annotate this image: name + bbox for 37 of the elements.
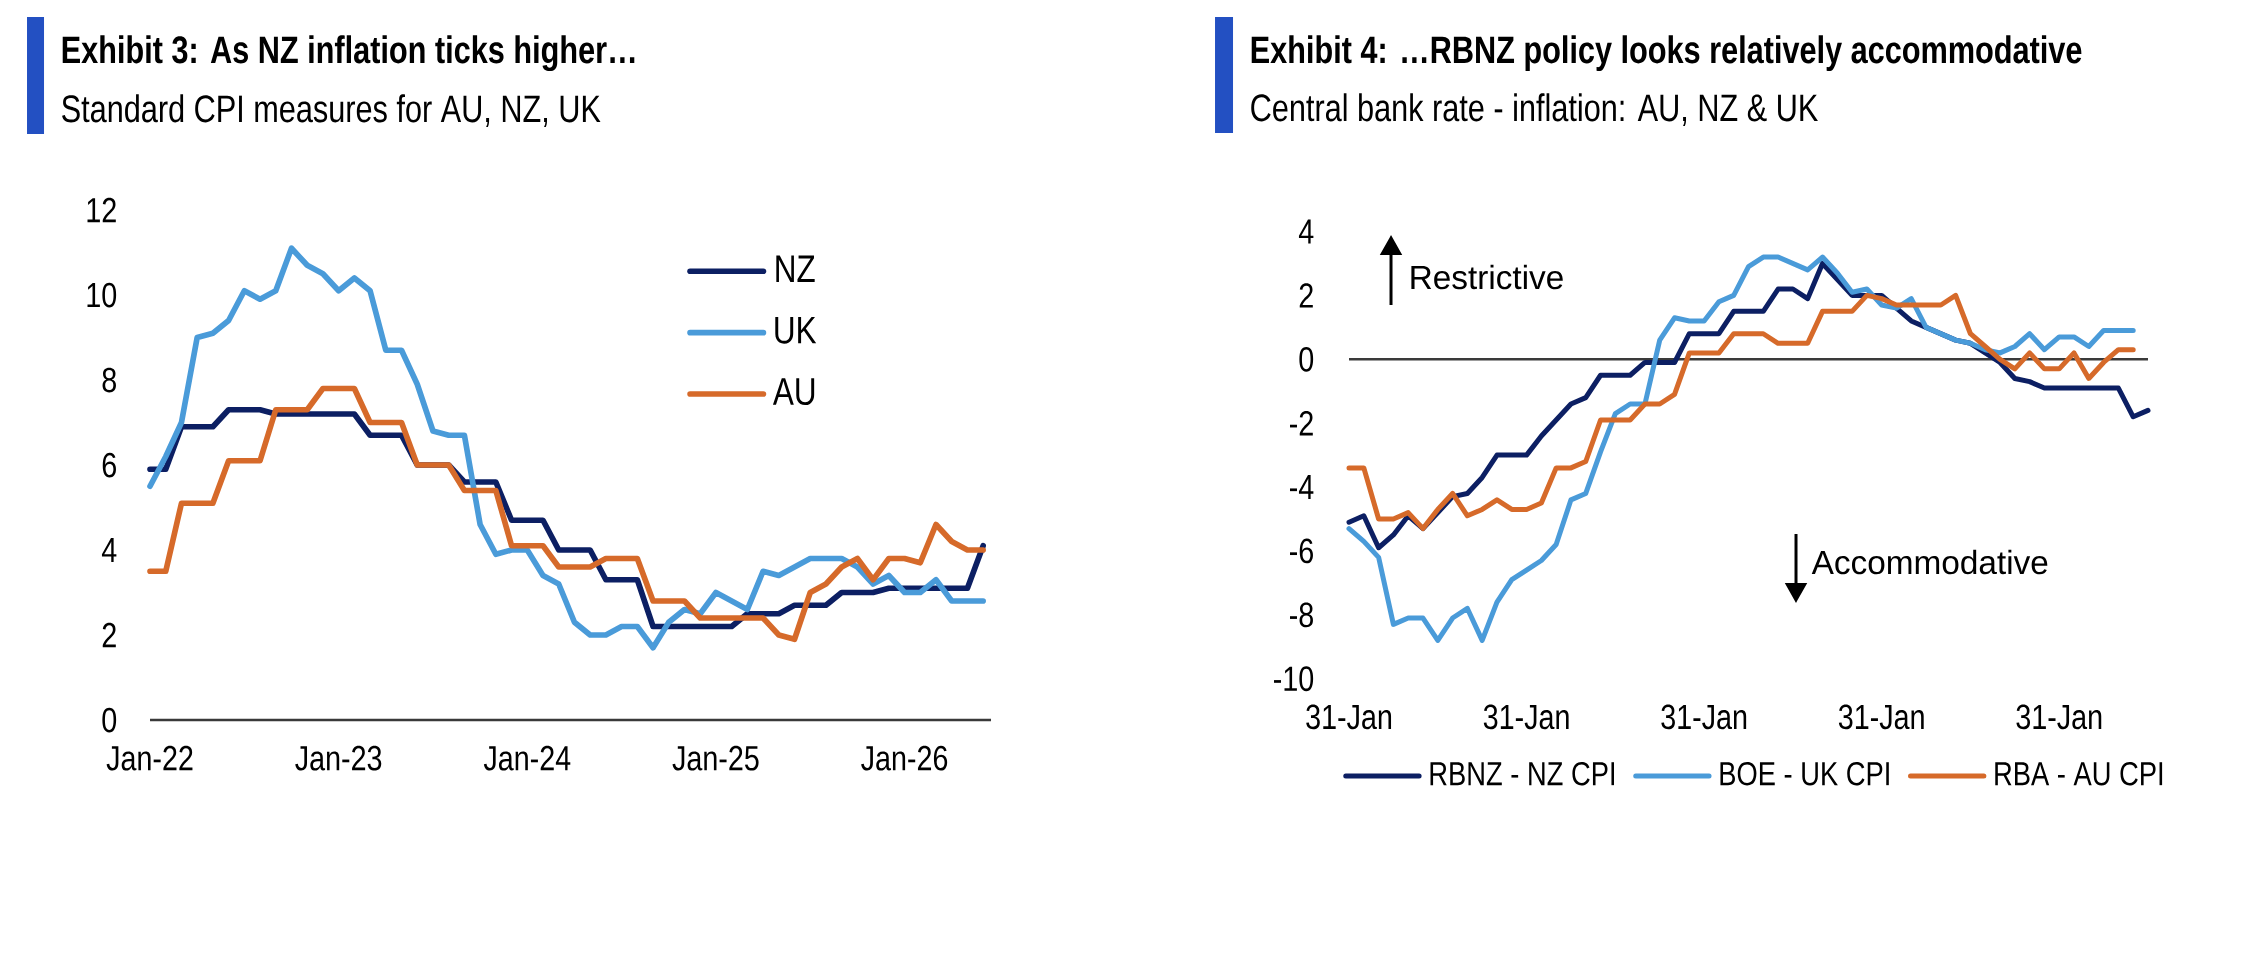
chart-title: Exhibit 3: As NZ inflation ticks higher… (62, 35, 635, 72)
x-tick-label: 31-Jan (1661, 704, 1747, 730)
legend-label: BOE - UK CPI (1720, 761, 1889, 786)
y-tick-label: 6 (102, 452, 116, 478)
x-tick-label: 31-Jan (1483, 704, 1569, 730)
x-tick-label: 31-Jan (2016, 704, 2102, 730)
x-tick-label: Jan-25 (672, 745, 759, 771)
x-tick-label: 31-Jan (1306, 704, 1392, 730)
y-tick-label: -4 (1289, 475, 1314, 500)
y-tick-label: -10 (1274, 666, 1314, 692)
y-tick-label: 10 (87, 282, 117, 308)
y-tick-label: 12 (87, 197, 116, 223)
y-tick-label: 2 (102, 622, 116, 648)
x-tick-label: 31-Jan (1838, 704, 1924, 730)
x-tick-label: Jan-22 (106, 745, 193, 771)
legend-label: NZ (776, 255, 815, 282)
x-tick-label: Jan-26 (861, 745, 948, 771)
y-tick-label: 8 (102, 367, 116, 393)
legend-label: AU (772, 378, 815, 406)
y-tick-label: 2 (1299, 283, 1313, 308)
chart-subtitle: Central bank rate - inflation: AU, NZ & UK (1251, 93, 1818, 126)
x-tick-label: Jan-24 (483, 745, 571, 771)
annotation: Restrictive (1411, 264, 1563, 290)
chart-subtitle: Standard CPI measures for AU, NZ, UK (62, 94, 601, 127)
y-tick-label: 0 (102, 707, 117, 733)
x-tick-label: Jan-23 (295, 745, 382, 771)
legend-label: UK (775, 317, 817, 344)
y-tick-label: -6 (1289, 538, 1313, 564)
y-tick-label: 0 (1299, 346, 1314, 372)
legend-label: RBNZ - NZ CPI (1430, 761, 1615, 786)
legend-label: RBA - AU CPI (1995, 761, 2163, 786)
chart-title: Exhibit 4: …RBNZ policy looks relatively accommodative (1251, 35, 2082, 71)
annotation: Accommodative (1811, 549, 2048, 575)
y-tick-label: 4 (101, 538, 117, 563)
y-tick-label: -8 (1289, 602, 1313, 628)
y-tick-label: 4 (1298, 219, 1314, 244)
y-tick-label: -2 (1289, 410, 1313, 436)
